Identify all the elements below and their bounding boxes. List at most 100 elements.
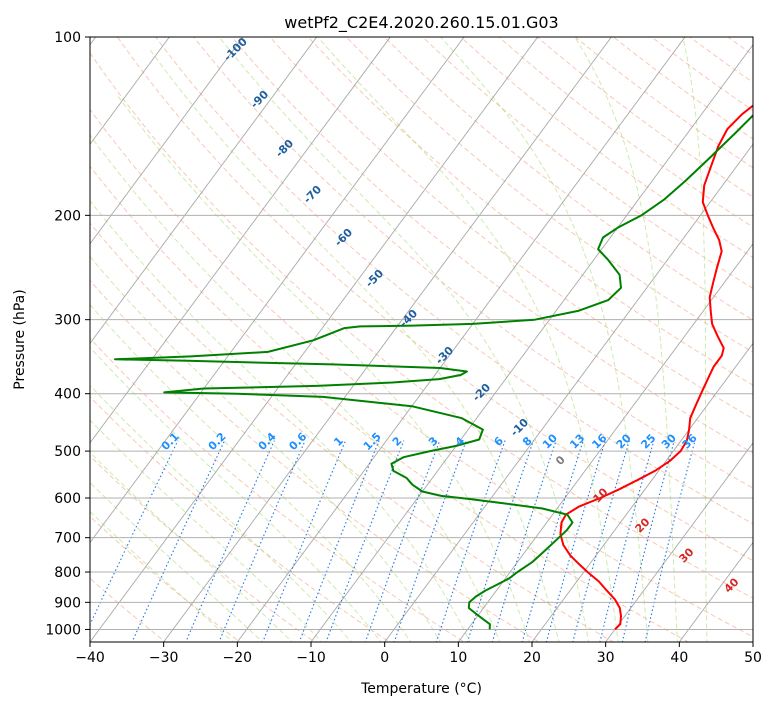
y-tick-label: 100 [54,30,81,46]
dry-adiabat-label: -60 [332,226,355,249]
mixing-ratio-line [491,440,557,642]
moist-adiabat-line [149,49,560,642]
isotherm-line [90,37,244,245]
x-tick-label: −10 [296,650,326,666]
dry-adiabat-line [90,52,753,599]
dry-adiabat-line [612,37,753,140]
dry-adiabat-line [90,337,466,642]
mixing-ratio-label: 0.1 [159,430,182,453]
y-tick-label: 1000 [45,622,81,638]
y-tick-label: 300 [54,313,81,329]
mixing-ratio-line [262,440,347,642]
moist-adiabats [90,37,708,642]
plot-frame [89,36,754,643]
mixing-ratio-label: 16 [589,431,609,451]
x-tick-label: 10 [449,650,467,666]
y-tick-label: 900 [54,595,81,611]
mixing-ratio-line [644,440,696,642]
moist-adiabat-line [116,94,530,642]
dry-adiabat-line [269,37,753,420]
moist-adiabat-label: 10 [591,485,611,505]
mixing-ratio-label: 2 [390,434,405,449]
isotherm-line [384,143,753,642]
mixing-ratio-label: 6 [491,434,506,449]
moist-adiabat-label: 0 [553,453,568,468]
mixing-ratio-label: 8 [520,434,535,449]
dry-adiabat-line [460,37,753,259]
dry-adiabat-label: -80 [273,137,296,160]
dry-adiabats [90,37,753,642]
dry-adiabat-line [155,37,753,525]
mixing-ratio-line [90,440,179,626]
x-tick-label: −20 [223,650,253,666]
dry-adiabat-line [498,37,753,228]
profile-series [114,104,753,631]
moist-adiabat-line [90,384,352,642]
moist-adiabat-line [90,481,264,642]
moist-adiabat-line [90,255,441,642]
isotherm-line [90,37,391,444]
mixing-ratio-line [435,440,506,642]
isotherm-line [457,243,753,642]
isotherm-line [90,37,318,345]
mixing-ratio-line [599,440,655,642]
mixing-ratio-line [521,440,584,642]
isotherm-line [163,37,612,642]
dry-adiabat-line [231,37,753,454]
mixing-ratio-label: 1 [331,434,346,449]
dry-adiabat-line [90,279,540,642]
isotherm-line [236,37,686,642]
x-tick-label: 40 [670,650,688,666]
y-tick-label: 600 [54,491,81,507]
dry-adiabat-line [307,37,753,386]
y-axis: 100 200 300 400 500 600 700 800 900 1000 [45,30,90,638]
chart-title: wetPf2_C2E4.2020.260.15.01.G03 [284,13,558,33]
dry-adiabat-label: -50 [363,267,386,290]
dry-adiabat-line [116,37,753,562]
y-tick-label: 500 [54,444,81,460]
mixing-ratio-line [364,440,441,642]
mixing-ratio-line [131,440,226,642]
moist-adiabat-label: 30 [677,545,697,565]
dry-adiabat-line [193,37,753,489]
dewpoint-profile-line [114,114,753,630]
mixing-ratio-line [545,440,606,642]
x-tick-label: −40 [75,650,105,666]
x-tick-label: 0 [380,650,389,666]
moist-adiabat-label: 40 [722,575,742,595]
temperature-profile-line [559,104,753,631]
y-tick-label: 400 [54,387,81,403]
y-tick-label: 700 [54,531,81,547]
x-axis: −40 −30 −20 −10 0 10 20 30 40 50 [75,642,762,666]
isotherm-line [678,541,753,642]
mixing-ratio-label: 13 [567,432,587,452]
mixing-ratio-line [466,440,534,642]
dry-adiabat-line [90,222,615,642]
mixing-ratio-label: 0.4 [256,430,279,453]
dry-adiabat-line [90,395,391,642]
dry-adiabat-line [90,165,690,642]
y-tick-label: 800 [54,565,81,581]
mixing-ratio-line [621,440,675,642]
mixing-ratio-line [393,440,467,642]
dry-adiabat-line [574,37,753,169]
mixing-ratio-line [185,440,275,642]
isotherm-line [90,37,465,544]
isotherm-line [605,442,753,642]
dry-adiabat-label: -100 [221,35,250,64]
mixing-ratio-label: 3 [426,434,441,449]
y-axis-title: Pressure (hPa) [12,289,28,389]
reference-line-labels: -100-90-80-70-60-50-40-30-20-100.1 0.2 0.4… [159,35,742,596]
y-tick-label: 200 [54,208,81,224]
dry-adiabat-line [90,515,241,642]
isotherms [90,37,753,642]
dry-adiabat-label: -10 [508,416,531,439]
isotherm-line [310,43,753,642]
plot-area: -100-90-80-70-60-50-40-30-20-100.1 0.2 0.4… [90,35,753,642]
moist-adiabat-line [90,134,501,642]
dry-adiabat-line [90,108,753,638]
x-axis-title: Temperature (°C) [360,681,482,697]
moist-adiabat-line [90,510,234,642]
mixing-ratio-label: 20 [614,431,634,451]
isotherm-line [90,37,170,146]
